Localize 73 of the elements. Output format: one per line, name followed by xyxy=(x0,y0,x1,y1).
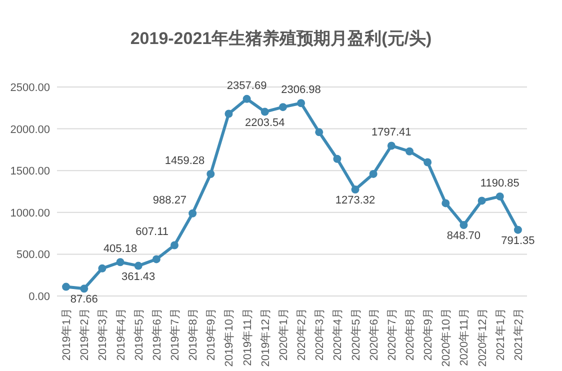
point xyxy=(206,170,215,178)
x-tick-label: 2019年3月 xyxy=(97,308,110,361)
data-label: 1797.41 xyxy=(372,126,412,139)
data-label: 607.11 xyxy=(136,226,168,238)
point xyxy=(278,103,287,112)
data-label: 988.27 xyxy=(152,194,187,206)
point xyxy=(260,108,269,116)
x-tick-label: 2020年3月 xyxy=(314,308,326,361)
data-label: 791.35 xyxy=(501,234,535,247)
x-tick-label: 2020年4月 xyxy=(332,308,344,361)
data-label: 1459.28 xyxy=(164,155,205,168)
x-tick-label: 2020年10月 xyxy=(440,308,453,367)
y-tick-label: 2000.00 xyxy=(10,124,50,136)
point xyxy=(134,262,142,270)
x-tick-label: 2021年2月 xyxy=(512,308,525,361)
data-label: 2357.69 xyxy=(226,80,267,92)
point xyxy=(478,196,486,205)
chart-title: 2019-2021年生猪养殖预期月盈利(元/头) xyxy=(130,29,432,48)
point xyxy=(351,186,360,194)
y-tick-label: 1500.00 xyxy=(10,166,50,178)
x-tick-label: 2020年8月 xyxy=(404,308,416,361)
point xyxy=(424,158,432,166)
point xyxy=(514,226,522,234)
point xyxy=(170,241,178,250)
x-tick-label: 2019年6月 xyxy=(151,308,164,361)
x-tick-label: 2020年7月 xyxy=(386,308,398,361)
x-tick-label: 2020年12月 xyxy=(476,308,489,367)
point xyxy=(387,142,396,150)
point xyxy=(333,154,342,163)
x-tick-label: 2020年11月 xyxy=(458,308,471,366)
data-label: 2203.54 xyxy=(245,116,285,129)
x-tick-label: 2020年2月 xyxy=(296,308,308,361)
x-tick-label: 2020年5月 xyxy=(350,308,362,361)
x-tick-label: 2019年11月 xyxy=(242,308,254,366)
x-tick-label: 2019年9月 xyxy=(206,308,218,361)
point xyxy=(460,221,468,230)
x-tick-label: 2020年6月 xyxy=(368,308,380,361)
point xyxy=(98,264,106,272)
x-tick-label: 2019年8月 xyxy=(188,308,200,361)
data-label: 361.43 xyxy=(122,270,156,283)
data-label: 848.70 xyxy=(446,230,481,242)
point xyxy=(315,128,324,136)
point xyxy=(297,99,306,108)
y-tick-label: 500.00 xyxy=(16,249,50,262)
point xyxy=(116,258,124,266)
x-tick-label: 2019年2月 xyxy=(79,308,92,361)
data-label: 2306.98 xyxy=(281,84,321,96)
x-tick-label: 2019年5月 xyxy=(133,308,146,361)
point xyxy=(80,284,88,293)
x-tick-label: 2019年1月 xyxy=(61,308,74,361)
data-label: 1190.85 xyxy=(480,177,520,190)
y-tick-label: 1000.00 xyxy=(10,207,50,220)
x-tick-label: 2020年1月 xyxy=(278,308,290,361)
x-tick-label: 2019年10月 xyxy=(224,308,236,367)
x-tick-label: 2019年7月 xyxy=(170,308,182,361)
point xyxy=(224,110,233,118)
point xyxy=(152,255,160,264)
data-label: 87.66 xyxy=(70,294,98,306)
point xyxy=(369,170,378,178)
point xyxy=(62,282,70,291)
x-tick-label: 2021年1月 xyxy=(494,308,507,361)
x-tick-label: 2019年12月 xyxy=(260,308,272,367)
data-label: 405.18 xyxy=(103,243,138,256)
y-tick-label: 0.00 xyxy=(28,291,50,303)
point xyxy=(442,199,450,208)
point xyxy=(406,147,414,156)
point xyxy=(496,192,504,200)
y-tick-label: 2500.00 xyxy=(10,82,50,94)
point xyxy=(242,94,251,103)
x-tick-label: 2020年9月 xyxy=(422,308,435,361)
point xyxy=(188,209,197,218)
data-label: 1273.32 xyxy=(335,194,376,207)
x-tick-label: 2019年4月 xyxy=(115,308,128,361)
